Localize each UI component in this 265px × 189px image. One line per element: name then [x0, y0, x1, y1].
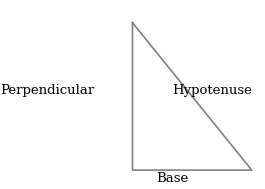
- Text: Base: Base: [156, 172, 188, 185]
- Text: Hypotenuse: Hypotenuse: [172, 84, 252, 97]
- Text: Perpendicular: Perpendicular: [1, 84, 95, 97]
